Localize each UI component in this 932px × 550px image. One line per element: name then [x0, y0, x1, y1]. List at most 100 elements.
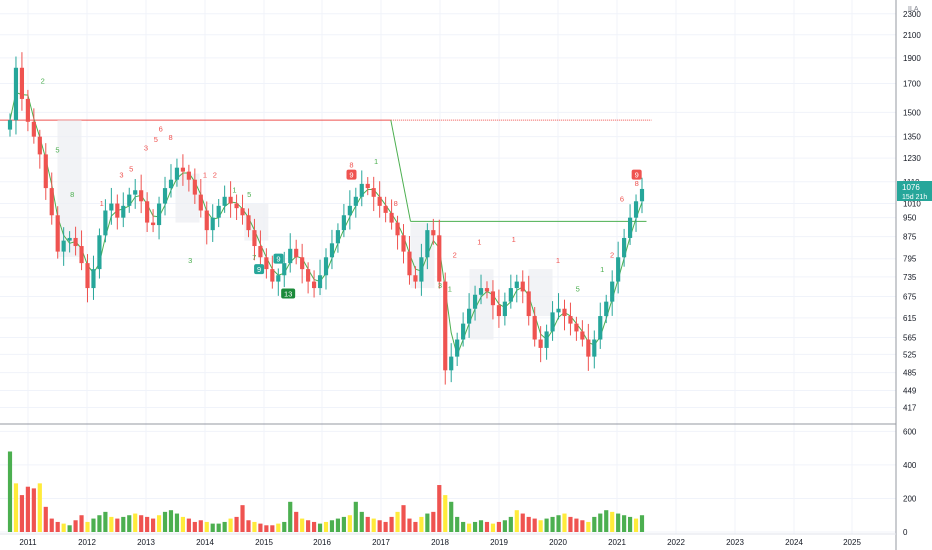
candle-body[interactable] [115, 203, 120, 218]
candle[interactable] [222, 185, 227, 213]
candle[interactable] [544, 324, 549, 360]
candle[interactable] [216, 199, 221, 228]
candle[interactable] [61, 227, 66, 266]
candle[interactable] [282, 251, 287, 288]
candle-body[interactable] [592, 339, 597, 357]
candle-body[interactable] [25, 98, 30, 122]
candle[interactable] [586, 323, 591, 371]
candle[interactable] [210, 204, 215, 242]
candle[interactable] [198, 178, 203, 218]
candle-body[interactable] [401, 235, 406, 252]
candle[interactable] [288, 233, 293, 273]
candle[interactable] [359, 170, 364, 207]
candle-body[interactable] [174, 167, 180, 180]
candle[interactable] [127, 187, 132, 213]
candle[interactable] [610, 270, 615, 316]
candle-body[interactable] [97, 235, 102, 270]
candle-body[interactable] [37, 136, 42, 155]
candle-body[interactable] [329, 243, 335, 258]
candle-body[interactable] [574, 323, 579, 332]
candle-body[interactable] [639, 188, 645, 202]
candle[interactable] [228, 181, 233, 218]
candle-body[interactable] [168, 179, 174, 189]
candle[interactable] [37, 129, 42, 169]
candle[interactable] [192, 168, 197, 205]
candle-body[interactable] [139, 190, 144, 202]
candle-body[interactable] [79, 246, 84, 264]
candle-body[interactable] [443, 281, 448, 371]
candle[interactable] [461, 312, 466, 347]
candle-body[interactable] [467, 308, 472, 324]
candle[interactable] [353, 187, 358, 218]
candle-body[interactable] [437, 235, 442, 282]
candle[interactable] [162, 176, 168, 216]
candle[interactable] [484, 281, 490, 299]
candle[interactable] [556, 293, 561, 320]
candle-body[interactable] [276, 275, 281, 282]
candle-body[interactable] [246, 215, 251, 231]
candle[interactable] [449, 343, 454, 383]
candle[interactable] [67, 231, 72, 253]
candle-body[interactable] [616, 257, 621, 282]
candle-body[interactable] [580, 331, 585, 340]
candle[interactable] [532, 307, 537, 347]
candle-body[interactable] [419, 257, 424, 282]
candle-body[interactable] [323, 257, 329, 276]
candle[interactable] [103, 199, 108, 243]
candle[interactable] [395, 215, 400, 250]
candle[interactable] [258, 230, 263, 270]
candle[interactable] [508, 274, 513, 309]
candle[interactable] [329, 229, 335, 270]
candle[interactable] [234, 194, 239, 220]
candle[interactable] [85, 254, 90, 303]
candle[interactable] [389, 199, 394, 230]
candle-body[interactable] [61, 240, 66, 252]
candle-body[interactable] [222, 196, 227, 206]
candle-body[interactable] [496, 305, 501, 317]
candle-body[interactable] [586, 339, 591, 357]
candle[interactable] [467, 293, 472, 338]
candle-body[interactable] [67, 237, 72, 241]
candle-body[interactable] [520, 281, 525, 292]
candle-body[interactable] [133, 190, 138, 195]
candle-body[interactable] [341, 215, 346, 231]
candle-body[interactable] [347, 205, 352, 216]
candle[interactable] [419, 243, 424, 296]
candle[interactable] [490, 280, 496, 320]
candle-body[interactable] [598, 316, 603, 340]
candle[interactable] [240, 194, 245, 225]
candle-body[interactable] [627, 217, 633, 238]
candle-body[interactable] [472, 294, 478, 309]
candle-body[interactable] [508, 288, 513, 302]
candle-body[interactable] [562, 308, 567, 317]
candle[interactable] [478, 274, 484, 305]
candle[interactable] [13, 56, 19, 135]
candle[interactable] [79, 230, 84, 271]
candle-body[interactable] [198, 194, 203, 211]
candle[interactable] [246, 208, 251, 238]
candle-body[interactable] [145, 201, 150, 223]
candle-body[interactable] [258, 246, 263, 258]
candle[interactable] [526, 275, 531, 326]
candle[interactable] [276, 268, 281, 296]
candle-body[interactable] [49, 188, 54, 216]
candle[interactable] [25, 89, 30, 132]
candle[interactable] [538, 326, 543, 363]
candle-body[interactable] [425, 230, 430, 258]
candle-body[interactable] [288, 248, 293, 264]
candle-body[interactable] [413, 275, 418, 282]
candle[interactable] [174, 158, 180, 187]
candle[interactable] [252, 218, 257, 261]
candle-body[interactable] [109, 203, 114, 211]
candle-body[interactable] [180, 167, 185, 172]
candle[interactable] [496, 289, 501, 328]
candle[interactable] [180, 154, 185, 186]
candle[interactable] [133, 178, 138, 209]
candle[interactable] [335, 223, 341, 253]
candle[interactable] [168, 164, 174, 198]
candle-body[interactable] [156, 203, 162, 226]
candle[interactable] [592, 330, 597, 369]
candle[interactable] [622, 228, 627, 267]
candle-body[interactable] [383, 205, 388, 213]
candle[interactable] [145, 192, 150, 232]
